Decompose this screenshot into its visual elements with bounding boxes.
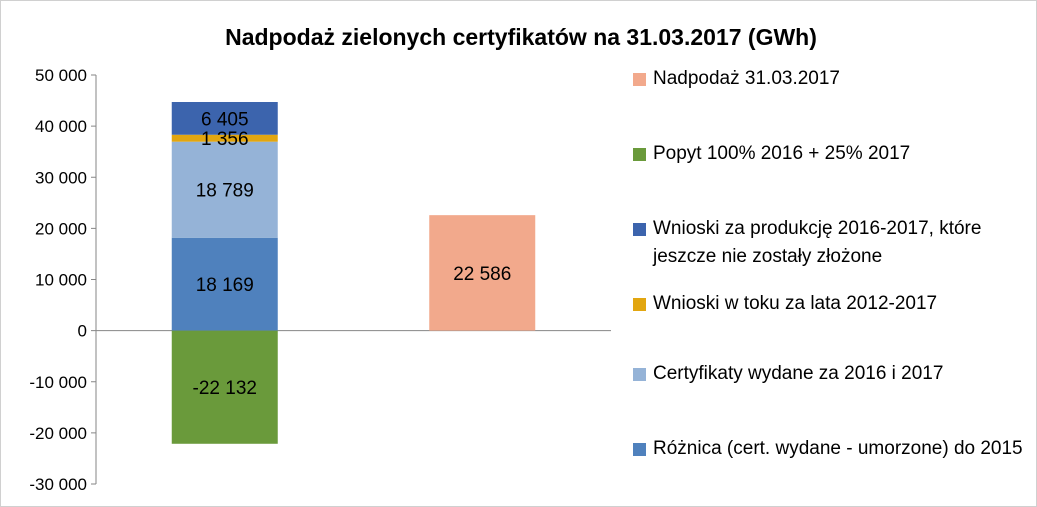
data-label: -22 132: [193, 378, 257, 399]
y-axis: 50 000 40 000 30 000 20 000 10 000 0 -10 000 -2…: [29, 66, 611, 494]
y-tick-label: 0: [78, 322, 87, 341]
legend-label: Certyfikaty wydane za 2016 i 2017: [653, 363, 944, 384]
legend-label: Popyt 100% 2016 + 25% 2017: [653, 143, 911, 164]
y-tick-label: -10 000: [29, 373, 87, 392]
legend-label: Nadpodaż 31.03.2017: [653, 68, 840, 89]
legend-swatch: [633, 148, 646, 161]
bar-segment: [171, 101, 278, 135]
legend-swatch: [633, 368, 646, 381]
legend-item: Różnica (cert. wydane - umorzone) do 201…: [633, 435, 1028, 463]
data-label: 22 586: [453, 264, 511, 285]
legend-swatch: [633, 73, 646, 86]
bar-segment: [171, 134, 278, 142]
legend-swatch: [633, 223, 646, 236]
y-tick-label: 30 000: [35, 168, 87, 187]
legend-item: Certyfikaty wydane za 2016 i 2017: [633, 360, 1028, 388]
legend-item: Wnioski za produkcję 2016-2017, które je…: [633, 215, 1028, 271]
data-label: 18 169: [196, 275, 254, 296]
y-tick-label: 20 000: [35, 219, 87, 238]
legend-item: Nadpodaż 31.03.2017: [633, 65, 1028, 93]
bar-segment: [171, 141, 278, 238]
legend-swatch: [633, 443, 646, 456]
bars-group: [171, 101, 536, 444]
bar-segment: [429, 215, 536, 331]
y-tick-label: 50 000: [35, 66, 87, 85]
y-tick-label: -30 000: [29, 475, 87, 494]
data-label: 18 789: [196, 181, 254, 202]
legend-swatch: [633, 298, 646, 311]
y-tick-label: 10 000: [35, 271, 87, 290]
data-label: 1 356: [201, 129, 249, 150]
bar-segment: [171, 237, 278, 331]
legend-label: Wnioski za produkcję 2016-2017, które je…: [653, 218, 982, 267]
bar-segment: [171, 330, 278, 444]
legend-label: Różnica (cert. wydane - umorzone) do 201…: [653, 438, 1023, 459]
y-tick-label: -20 000: [29, 424, 87, 443]
legend-item: Wnioski w toku za lata 2012-2017: [633, 290, 1028, 318]
y-tick-label: 40 000: [35, 117, 87, 136]
legend-item: Popyt 100% 2016 + 25% 2017: [633, 140, 1028, 168]
data-label: 6 405: [201, 109, 249, 130]
legend-label: Wnioski w toku za lata 2012-2017: [653, 293, 938, 314]
chart-title: Nadpodaż zielonych certyfikatów na 31.03…: [225, 24, 817, 50]
